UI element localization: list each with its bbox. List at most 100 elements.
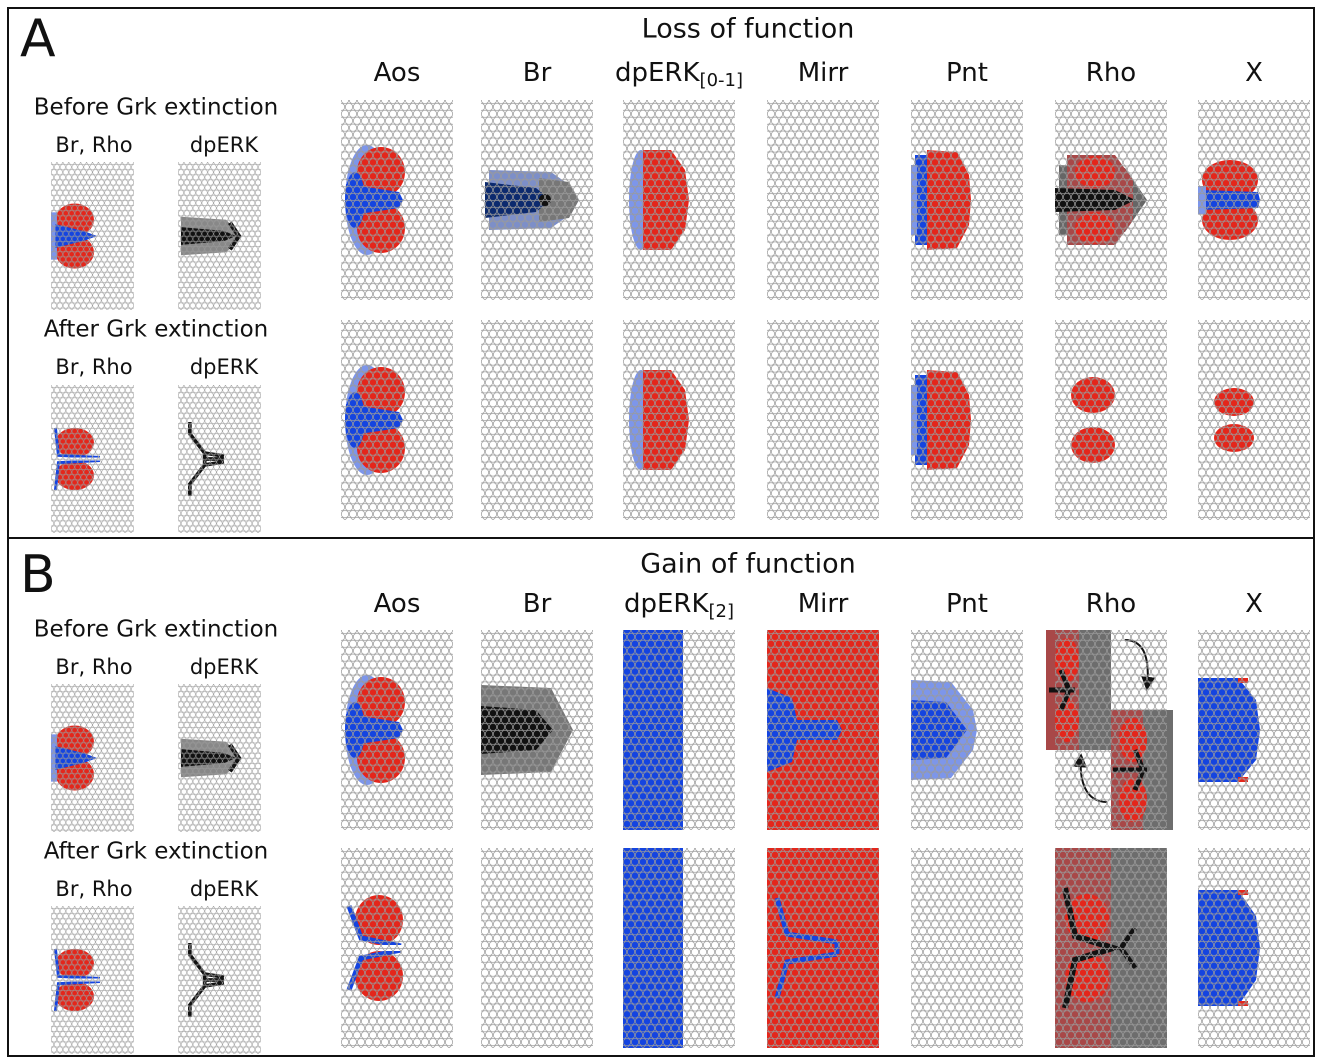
figure: ALoss of functionAosBrdpERK[0-1]MirrPntR…	[0, 0, 1318, 1060]
hex-grid	[623, 100, 735, 300]
hex-grid	[481, 100, 593, 300]
hex-grid	[341, 848, 453, 1048]
column-header: X	[1245, 589, 1263, 619]
small-label: Br, Rho	[55, 133, 132, 157]
hex-panel	[623, 630, 735, 830]
hex-grid	[481, 630, 593, 830]
hex-grid	[911, 630, 1023, 830]
small-label: dpERK	[190, 655, 260, 679]
hex-panel	[623, 848, 735, 1048]
small-label: dpERK	[190, 355, 260, 379]
hex-grid	[341, 100, 453, 300]
hex-grid	[767, 100, 879, 300]
small-label: dpERK	[190, 133, 260, 157]
hex-grid	[1198, 320, 1310, 520]
hex-panel	[1198, 320, 1310, 520]
hex-panel	[51, 906, 134, 1054]
hex-panel	[623, 320, 735, 520]
hex-grid	[178, 385, 261, 533]
column-header: X	[1245, 58, 1263, 88]
page: ALoss of functionAosBrdpERK[0-1]MirrPntR…	[0, 0, 1318, 1060]
small-label: dpERK	[190, 877, 260, 901]
column-subscript: [2]	[709, 601, 735, 622]
hex-panel	[767, 848, 879, 1048]
hex-grid	[481, 320, 593, 520]
hex-grid	[178, 162, 261, 310]
column-label: Pnt	[946, 589, 988, 619]
hex-panel	[1198, 100, 1310, 300]
hex-grid	[51, 385, 134, 533]
column-header: Br	[523, 58, 552, 88]
hex-panel	[341, 630, 453, 830]
hex-panel	[481, 848, 593, 1048]
column-header: Br	[523, 589, 552, 619]
hex-panel	[911, 630, 1023, 830]
hex-panel	[767, 320, 879, 520]
column-label: Rho	[1086, 58, 1136, 88]
column-label: dpERK	[615, 58, 701, 88]
column-header: Rho	[1086, 589, 1136, 619]
column-label: Mirr	[798, 58, 849, 88]
column-label: Mirr	[798, 589, 849, 619]
column-label: Aos	[374, 58, 421, 88]
column-header: dpERK[0-1]	[615, 58, 743, 92]
column-header: Mirr	[798, 589, 849, 619]
hex-panel	[178, 684, 261, 832]
small-label: Br, Rho	[55, 655, 132, 679]
hex-grid	[481, 848, 593, 1048]
hex-grid	[911, 320, 1023, 520]
hex-grid	[1198, 100, 1310, 300]
hex-grid	[1055, 100, 1167, 300]
hex-panel	[51, 162, 134, 310]
hex-grid	[51, 906, 134, 1054]
panel-title: Loss of function	[642, 14, 855, 45]
column-label: Aos	[374, 589, 421, 619]
hex-grid	[1055, 320, 1167, 520]
column-header: dpERK[2]	[624, 589, 734, 623]
condition-title: Before Grk extinction	[34, 95, 278, 121]
hex-panel	[623, 100, 735, 300]
hex-panel	[1055, 100, 1167, 300]
hex-panel	[178, 906, 261, 1054]
column-label: Pnt	[946, 58, 988, 88]
hex-grid	[1055, 630, 1167, 830]
column-label: X	[1245, 589, 1263, 619]
hex-panel	[1046, 630, 1173, 830]
condition-title: Before Grk extinction	[34, 617, 278, 643]
hex-grid	[1198, 848, 1310, 1048]
hex-grid	[911, 100, 1023, 300]
hex-grid	[1055, 848, 1167, 1048]
hex-panel	[51, 684, 134, 832]
column-label: dpERK	[624, 589, 710, 619]
hex-grid	[623, 630, 735, 830]
hex-panel	[341, 320, 453, 520]
hex-panel	[1198, 848, 1310, 1048]
column-header: Pnt	[946, 589, 988, 619]
column-header: Aos	[374, 589, 421, 619]
column-subscript: [0-1]	[700, 70, 743, 91]
condition-title: After Grk extinction	[44, 839, 269, 865]
panel-letter: A	[20, 9, 56, 69]
column-header: Aos	[374, 58, 421, 88]
hex-panel	[1055, 848, 1167, 1048]
hex-panel	[481, 630, 593, 830]
hex-panel	[911, 320, 1023, 520]
hex-grid	[767, 630, 879, 830]
column-label: Br	[523, 589, 552, 619]
condition-title: After Grk extinction	[44, 317, 269, 343]
hex-panel	[767, 630, 879, 830]
hex-grid	[178, 684, 261, 832]
hex-grid	[623, 848, 735, 1048]
hex-panel	[1055, 320, 1167, 520]
hex-panel	[481, 100, 593, 300]
panel-letter: B	[20, 545, 56, 605]
hex-grid	[341, 320, 453, 520]
hex-grid	[51, 684, 134, 832]
hex-grid	[341, 630, 453, 830]
column-label: X	[1245, 58, 1263, 88]
hex-panel	[911, 848, 1023, 1048]
small-label: Br, Rho	[55, 877, 132, 901]
hex-grid	[767, 320, 879, 520]
column-label: Br	[523, 58, 552, 88]
